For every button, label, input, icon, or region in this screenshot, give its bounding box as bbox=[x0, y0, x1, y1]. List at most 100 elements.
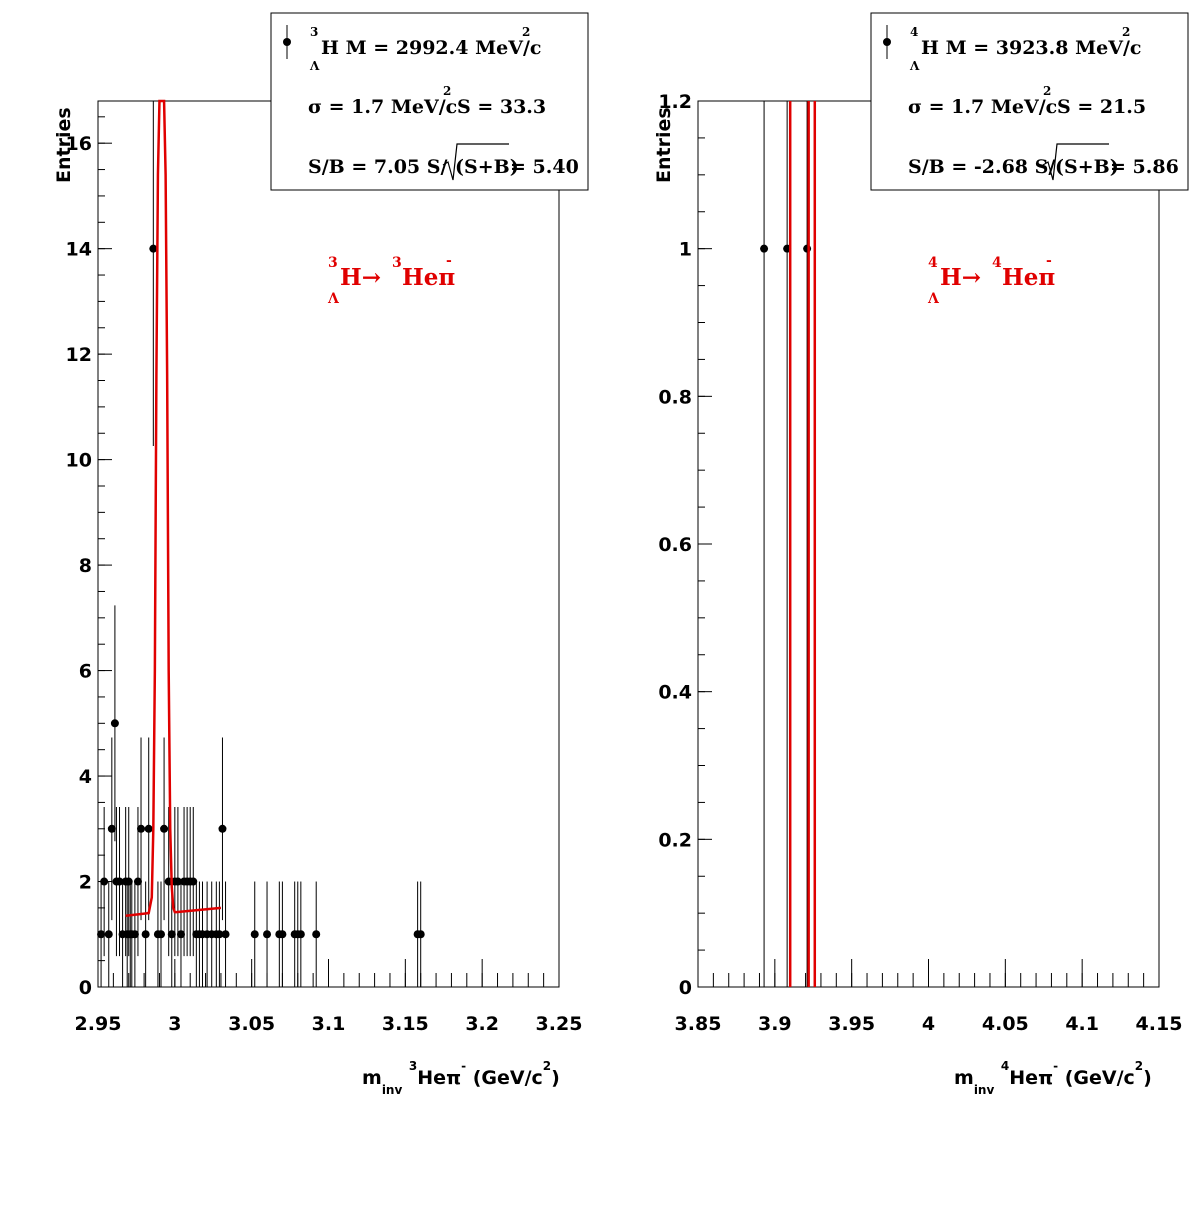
y-axis-title: Entries bbox=[653, 107, 675, 183]
stats-sigma: σ = 1.7 MeV/c bbox=[908, 96, 1057, 118]
stats-mass: H M = 2992.4 MeV/c bbox=[321, 37, 541, 59]
x-axis-title-part: Heπ bbox=[1009, 1067, 1053, 1089]
x-tick-label: 3.9 bbox=[758, 1013, 792, 1035]
stats-sb: S/B = 7.05 S/ bbox=[308, 156, 447, 178]
decay-sup-daughter: 4 bbox=[992, 255, 1002, 271]
panel-1: 0 2 4 6 8 10 12 14 16 2.95 3 3.05 3.1 3.15 3.2 3.25 Entr… bbox=[53, 12, 589, 1097]
data-point bbox=[416, 930, 425, 939]
data-point bbox=[100, 877, 109, 886]
x-axis-title-part: ) bbox=[1143, 1067, 1152, 1089]
x-tick-label: 3.2 bbox=[465, 1013, 499, 1035]
x-axis-title-part: 2 bbox=[1135, 1059, 1143, 1073]
x-axis-title-part: m bbox=[954, 1067, 974, 1089]
y-tick-label: 4 bbox=[79, 766, 92, 788]
x-axis-title-part: ) bbox=[551, 1067, 560, 1089]
sqrt-symbol bbox=[442, 143, 509, 181]
x-tick-label: 4.1 bbox=[1065, 1013, 1099, 1035]
stats-root: (S+B) bbox=[1055, 156, 1119, 178]
data-point bbox=[278, 930, 287, 939]
stats-sup: 4 bbox=[910, 25, 918, 39]
data-point bbox=[107, 824, 116, 833]
stats-mass-power: 2 bbox=[522, 25, 530, 39]
stats-significance: = 5.40 bbox=[510, 156, 579, 178]
y-tick-label: 10 bbox=[66, 450, 92, 472]
data-point bbox=[157, 930, 166, 939]
stats-sub: Λ bbox=[909, 59, 920, 73]
y-tick-label: 0.6 bbox=[658, 534, 692, 556]
x-tick-label: 2.95 bbox=[75, 1013, 122, 1035]
stats-root: (S+B) bbox=[455, 156, 519, 178]
stats-box bbox=[870, 12, 1189, 191]
y-axis-title: Entries bbox=[53, 107, 75, 183]
stats-mass: H M = 3923.8 MeV/c bbox=[921, 37, 1141, 59]
y-tick-label: 1 bbox=[679, 239, 692, 261]
fit-curve bbox=[125, 99, 222, 918]
x-tick-label: 4 bbox=[922, 1013, 935, 1035]
x-tick-label: 4.05 bbox=[982, 1013, 1029, 1035]
y-tick-label: 16 bbox=[66, 133, 92, 155]
x-axis-title-part: (GeV/c bbox=[1058, 1067, 1135, 1089]
x-tick-label: 4.15 bbox=[1136, 1013, 1183, 1035]
decay-sup-daughter: 3 bbox=[392, 255, 402, 271]
y-tick-label: 2 bbox=[79, 872, 92, 894]
x-axis-title-part: inv bbox=[974, 1083, 995, 1097]
x-axis-title-part bbox=[402, 1067, 409, 1089]
data-point bbox=[141, 930, 150, 939]
y-tick-label: 0.2 bbox=[658, 829, 692, 851]
data-point bbox=[160, 824, 169, 833]
data-point bbox=[218, 824, 227, 833]
decay-sub-lambda: Λ bbox=[327, 291, 340, 307]
x-axis-title-part: Heπ bbox=[417, 1067, 461, 1089]
data-point bbox=[144, 824, 153, 833]
data-point bbox=[176, 930, 185, 939]
data-point bbox=[215, 930, 224, 939]
decay-mother: H→ bbox=[940, 264, 981, 291]
data-point bbox=[137, 824, 146, 833]
y-tick-label: 6 bbox=[79, 661, 92, 683]
x-axis-title-part bbox=[994, 1067, 1001, 1089]
decay-sup-nucleus: 4 bbox=[928, 255, 938, 271]
stats-box bbox=[270, 12, 589, 191]
y-tick-label: 1.2 bbox=[658, 91, 692, 113]
decay-mother: H→ bbox=[340, 264, 381, 291]
y-tick-label: 12 bbox=[66, 344, 92, 366]
x-tick-label: 3.05 bbox=[228, 1013, 275, 1035]
data-point bbox=[97, 930, 106, 939]
legend-marker bbox=[283, 38, 291, 46]
stats-sup: 3 bbox=[310, 25, 318, 39]
stats-sb: S/B = -2.68 S/ bbox=[908, 156, 1055, 178]
x-axis-title-part: - bbox=[1053, 1059, 1058, 1073]
stats-sigma-power: 2 bbox=[1043, 84, 1051, 98]
data-point bbox=[149, 244, 158, 253]
decay-sup-nucleus: 3 bbox=[328, 255, 338, 271]
x-axis-title-part: 2 bbox=[543, 1059, 551, 1073]
panel-2: 0 0.2 0.4 0.6 0.8 1 1.2 3.85 3.9 3.95 4 4.05 4.1 4.15… bbox=[653, 12, 1189, 1097]
x-tick-label: 3.15 bbox=[382, 1013, 429, 1035]
data-point bbox=[189, 877, 198, 886]
stats-sub: Λ bbox=[309, 59, 320, 73]
y-tick-label: 0 bbox=[79, 977, 92, 999]
x-axis-title-part: inv bbox=[382, 1083, 403, 1097]
x-tick-label: 3.95 bbox=[828, 1013, 875, 1035]
y-tick-label: 0.4 bbox=[658, 682, 692, 704]
x-tick-label: 3.1 bbox=[312, 1013, 346, 1035]
legend-marker bbox=[883, 38, 891, 46]
data-point bbox=[133, 877, 142, 886]
y-tick-label: 0.8 bbox=[658, 386, 692, 408]
x-axis-title-part: (GeV/c bbox=[466, 1067, 543, 1089]
x-axis-title-part: m bbox=[362, 1067, 382, 1089]
decay-daughter: Heπ bbox=[1002, 264, 1055, 291]
plot-frame bbox=[697, 100, 1160, 988]
decay-sub-lambda: Λ bbox=[927, 291, 940, 307]
stats-mass-power: 2 bbox=[1122, 25, 1130, 39]
data-point bbox=[167, 930, 176, 939]
decay-daughter: Heπ bbox=[402, 264, 455, 291]
x-tick-label: 3.25 bbox=[536, 1013, 583, 1035]
data-point bbox=[250, 930, 259, 939]
data-point bbox=[115, 877, 124, 886]
y-tick-label: 0 bbox=[679, 977, 692, 999]
x-axis-title-part: 4 bbox=[1001, 1059, 1009, 1073]
x-tick-label: 3.85 bbox=[675, 1013, 722, 1035]
